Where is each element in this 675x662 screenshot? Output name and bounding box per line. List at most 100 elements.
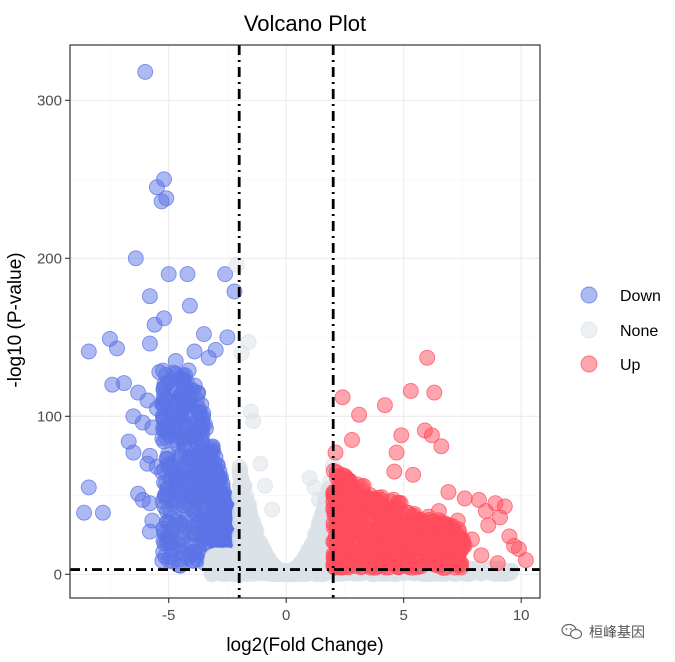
point-down [160, 552, 177, 569]
legend-label-none: None [620, 323, 658, 340]
point-none [228, 256, 245, 273]
point-up [463, 531, 480, 548]
legend: Down None Up [580, 286, 661, 374]
point-down [137, 63, 154, 80]
chart-title: Volcano Plot [244, 11, 366, 36]
point-up [330, 547, 347, 564]
point-up [329, 517, 346, 533]
point-down [186, 343, 203, 360]
point-none [502, 564, 519, 581]
point-down [174, 367, 191, 384]
point-down [141, 495, 158, 512]
grid-lines [70, 45, 540, 598]
point-down [165, 518, 182, 535]
legend-label-down: Down [620, 288, 661, 305]
point-up [376, 397, 393, 414]
data-points [76, 63, 534, 583]
point-down [148, 179, 165, 196]
y-tick-label: 100 [37, 408, 62, 425]
point-up [341, 472, 358, 489]
point-down [195, 326, 212, 343]
point-up [402, 383, 419, 399]
point-down [76, 504, 93, 521]
point-down [174, 531, 191, 548]
x-tick-label: 10 [513, 607, 530, 624]
point-down [191, 418, 208, 435]
point-up [355, 477, 372, 494]
point-up [386, 463, 403, 480]
point-down [148, 400, 165, 417]
point-none [233, 523, 250, 540]
point-up [433, 438, 450, 455]
point-none [245, 413, 262, 429]
point-none [276, 563, 293, 580]
point-down [146, 316, 163, 333]
point-up [382, 493, 399, 510]
point-down [179, 266, 196, 283]
plot-panel-border [69, 44, 541, 599]
y-tick-label: 200 [37, 250, 62, 267]
y-tick-label: 300 [37, 92, 62, 109]
point-down [141, 335, 158, 352]
point-up [383, 525, 400, 541]
point-none [228, 552, 245, 569]
point-down [127, 250, 144, 267]
point-none [240, 334, 257, 350]
legend-item-down: Down [580, 286, 661, 305]
point-up [449, 512, 466, 529]
point-up [477, 503, 494, 520]
point-down [156, 474, 173, 491]
point-up [360, 546, 377, 563]
x-tick-label: 5 [400, 607, 408, 624]
point-up [409, 534, 426, 550]
legend-key-up [580, 355, 598, 373]
point-down [179, 509, 196, 525]
point-down [148, 458, 165, 475]
point-down [151, 364, 168, 381]
watermark-text: 桓峰基因 [589, 624, 645, 640]
point-down [217, 266, 234, 283]
point-up [517, 552, 534, 569]
x-axis-ticks: -5 0 5 10 [162, 598, 530, 624]
point-up [327, 444, 344, 461]
point-up [492, 509, 508, 526]
point-up [388, 444, 405, 461]
point-down [198, 448, 215, 465]
point-up [448, 551, 465, 568]
y-tick-label: 0 [54, 566, 62, 583]
x-tick-label: -5 [162, 607, 175, 624]
point-none [233, 345, 250, 362]
point-up [351, 406, 368, 423]
point-down [194, 433, 211, 450]
point-up [346, 545, 363, 562]
point-up [419, 349, 436, 366]
x-tick-label: 0 [282, 607, 290, 624]
point-up [440, 484, 457, 501]
point-down [184, 545, 201, 562]
point-down [195, 502, 212, 519]
point-up [334, 389, 351, 406]
point-up [424, 535, 441, 552]
point-up [434, 556, 451, 573]
legend-item-up: Up [580, 355, 641, 374]
point-up [395, 517, 412, 534]
point-down [109, 340, 125, 357]
point-down [181, 297, 198, 314]
point-down [125, 444, 142, 461]
point-down [80, 343, 97, 360]
point-none [306, 479, 323, 496]
point-down [116, 375, 132, 392]
point-down [153, 193, 170, 210]
y-axis-title: -log10 (P-value) [5, 252, 26, 387]
point-up [393, 427, 410, 444]
point-up [408, 559, 425, 576]
point-down [141, 288, 158, 305]
point-up [456, 490, 473, 507]
point-down [160, 266, 177, 283]
point-up [344, 432, 360, 448]
point-up [441, 534, 457, 551]
point-none [264, 501, 281, 518]
point-down [212, 520, 229, 537]
point-up [473, 547, 490, 564]
